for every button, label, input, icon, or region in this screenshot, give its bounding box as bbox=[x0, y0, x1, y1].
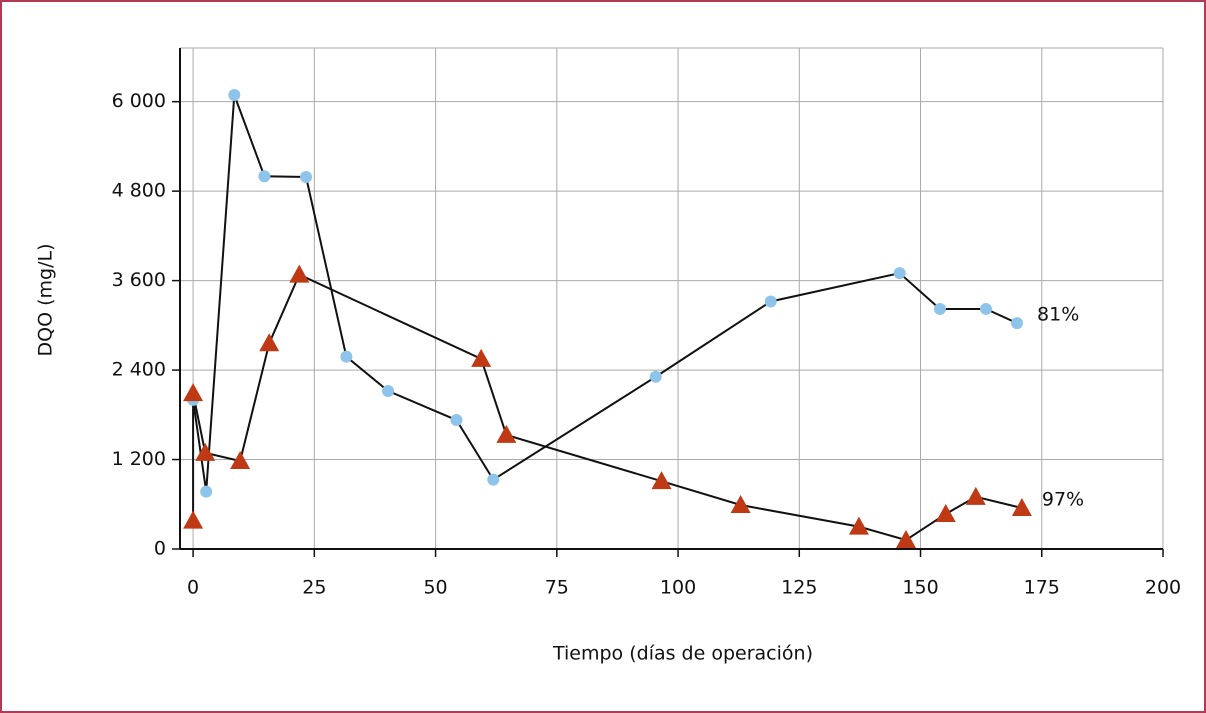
marker bbox=[195, 442, 216, 461]
x-tick-label: 175 bbox=[1024, 577, 1060, 599]
annotation: 81% bbox=[1037, 304, 1079, 326]
y-tick-label: 4 800 bbox=[112, 180, 166, 202]
marker bbox=[895, 530, 916, 549]
marker bbox=[764, 295, 777, 308]
x-tick-label: 0 bbox=[187, 577, 199, 599]
y-tick-label: 6 000 bbox=[112, 90, 166, 112]
marker bbox=[382, 384, 395, 397]
marker bbox=[471, 348, 492, 367]
x-tick-label: 150 bbox=[902, 577, 938, 599]
marker bbox=[183, 510, 204, 529]
annotation: 97% bbox=[1042, 488, 1084, 510]
marker bbox=[289, 264, 310, 283]
marker bbox=[450, 414, 463, 427]
marker bbox=[730, 495, 751, 514]
x-tick-label: 75 bbox=[545, 577, 569, 599]
marker bbox=[183, 383, 204, 402]
marker bbox=[1011, 497, 1032, 516]
marker bbox=[487, 473, 500, 486]
marker bbox=[649, 370, 662, 383]
x-tick-label: 50 bbox=[423, 577, 447, 599]
x-axis-label: Tiempo (días de operación) bbox=[552, 643, 813, 665]
marker bbox=[200, 485, 213, 498]
marker bbox=[1011, 317, 1024, 330]
marker bbox=[651, 471, 672, 490]
marker bbox=[965, 486, 986, 505]
y-tick-label: 3 600 bbox=[112, 269, 166, 291]
y-axis-label: DQO (mg/L) bbox=[35, 244, 57, 357]
x-tick-label: 200 bbox=[1145, 577, 1181, 599]
marker bbox=[259, 333, 280, 352]
x-tick-label: 125 bbox=[781, 577, 817, 599]
marker bbox=[848, 516, 869, 535]
marker bbox=[893, 267, 906, 280]
x-tick-label: 100 bbox=[660, 577, 696, 599]
marker bbox=[496, 424, 517, 443]
marker bbox=[340, 350, 353, 363]
marker bbox=[979, 302, 992, 315]
marker bbox=[230, 451, 251, 470]
marker bbox=[933, 302, 946, 315]
marker bbox=[258, 170, 271, 183]
y-tick-label: 0 bbox=[154, 538, 166, 560]
y-tick-label: 1 200 bbox=[112, 448, 166, 470]
marker bbox=[228, 88, 241, 101]
x-tick-label: 25 bbox=[302, 577, 326, 599]
marker bbox=[935, 503, 956, 522]
marker bbox=[300, 170, 313, 183]
y-tick-label: 2 400 bbox=[112, 359, 166, 381]
series-line bbox=[192, 94, 1018, 492]
